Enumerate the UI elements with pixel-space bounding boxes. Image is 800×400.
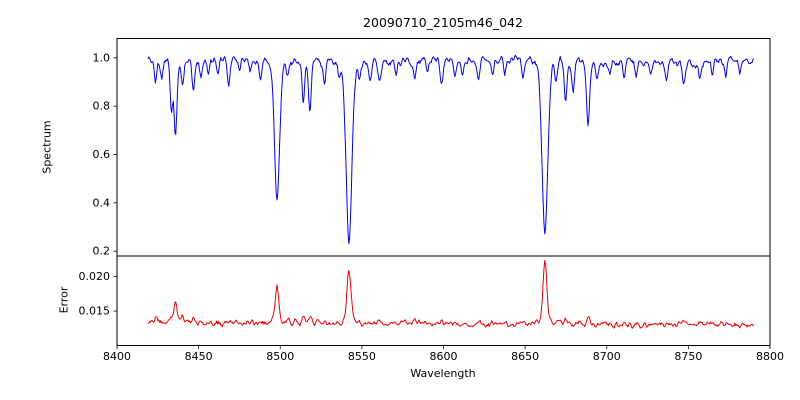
error-line [147, 260, 755, 329]
x-axis-label: Wavelength [410, 367, 476, 380]
x-tick-label: 8800 [756, 350, 784, 363]
y-tick-label: 1.0 [93, 51, 111, 64]
chart-title: 20090710_2105m46_042 [363, 15, 523, 30]
x-tick-label: 8700 [593, 350, 621, 363]
x-tick-label: 8550 [348, 350, 376, 363]
spectrum-y-axis-label: Spectrum [40, 120, 54, 174]
error-panel-border [116, 255, 771, 346]
x-tick-label: 8600 [430, 350, 458, 363]
y-tick-label: 0.4 [93, 196, 111, 209]
x-tick-label: 8400 [103, 350, 131, 363]
y-tick-label: 0.2 [93, 245, 111, 258]
x-tick-label: 8750 [674, 350, 702, 363]
y-tick-label: 0.015 [79, 305, 111, 318]
x-tick-label: 8450 [185, 350, 213, 363]
error-y-axis-label: Error [57, 286, 71, 314]
spectrum-line [147, 54, 755, 244]
y-tick-label: 0.8 [93, 100, 111, 113]
x-tick-label: 8650 [511, 350, 539, 363]
y-tick-label: 0.020 [79, 270, 111, 283]
y-tick-label: 0.6 [93, 148, 111, 161]
x-tick-label: 8500 [266, 350, 294, 363]
